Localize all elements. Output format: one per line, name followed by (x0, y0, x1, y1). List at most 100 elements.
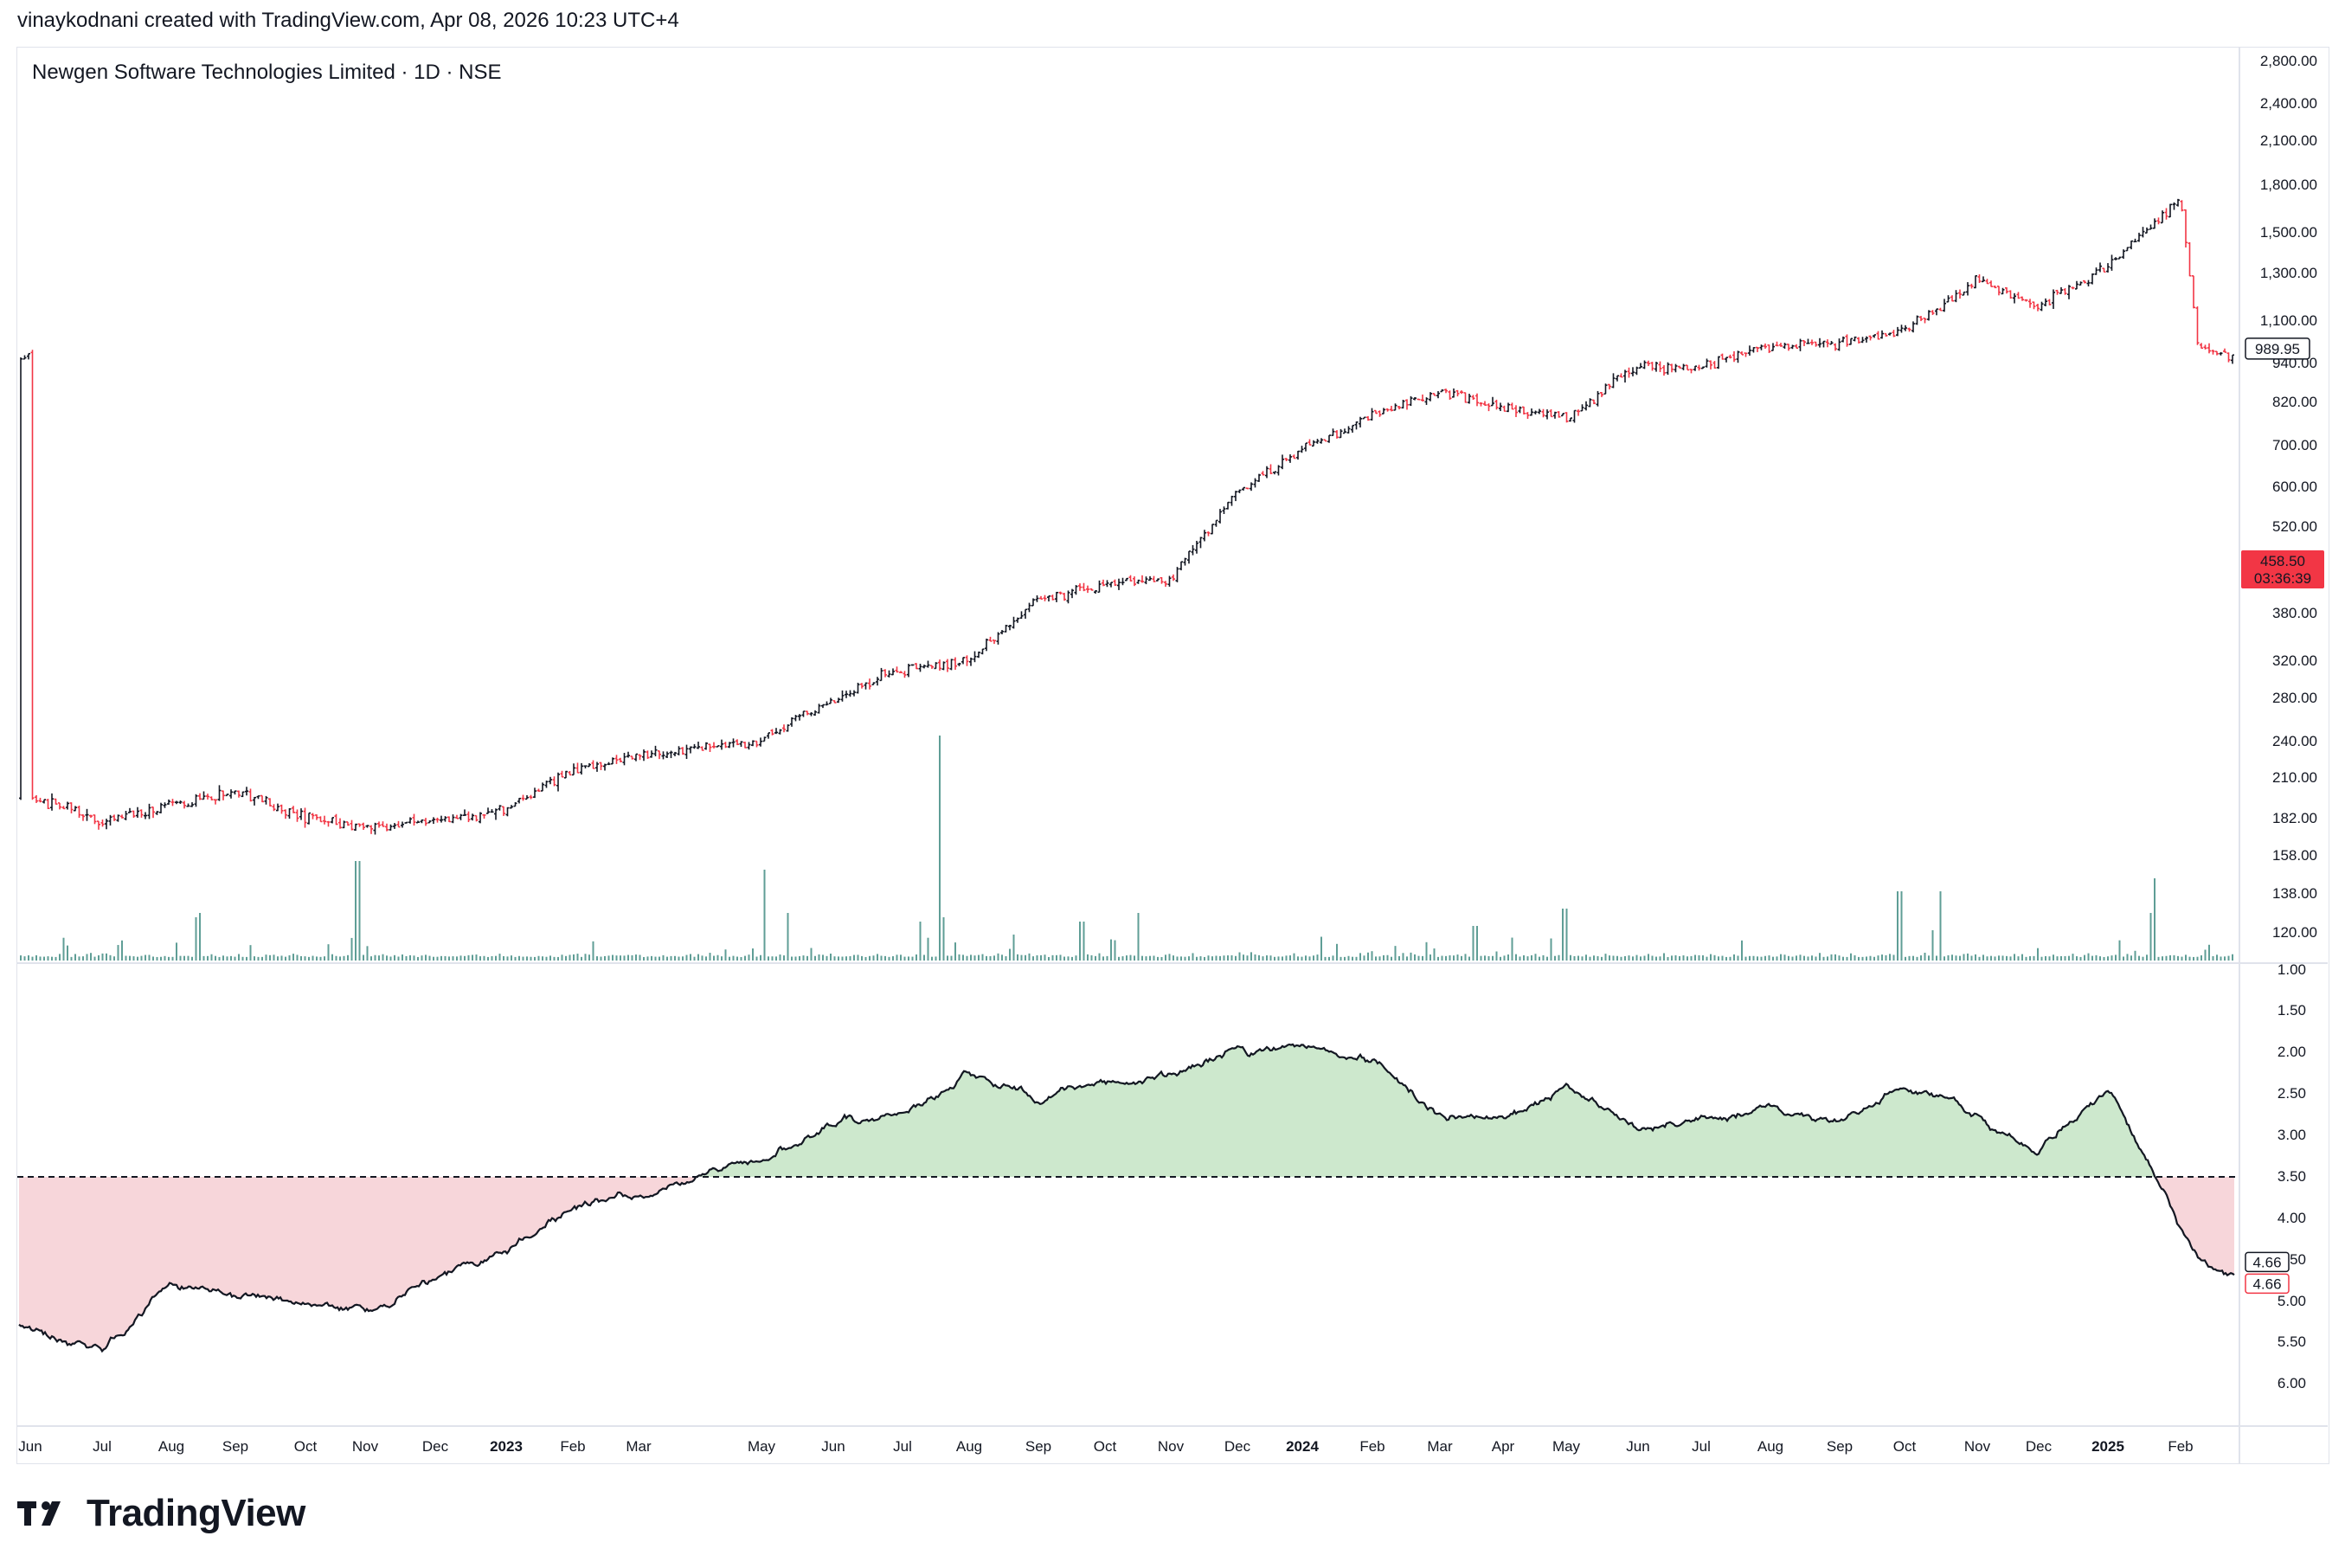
volume-bar (2134, 950, 2136, 961)
volume-bar (1523, 954, 1525, 961)
volume-bar (269, 954, 271, 961)
volume-bar (666, 956, 668, 961)
volume-bar (2029, 955, 2031, 961)
time-axis-label: Aug (158, 1438, 184, 1455)
volume-bar (1609, 955, 1610, 961)
volume-bar (849, 955, 851, 961)
volume-bar (152, 956, 154, 961)
volume-bar (2033, 955, 2035, 961)
volume-bar (1897, 891, 1898, 961)
volume-bar (721, 956, 723, 961)
volume-bar (1951, 954, 1953, 961)
volume-bar (1975, 954, 1976, 961)
volume-bar (292, 954, 294, 961)
volume-bar (1869, 955, 1872, 961)
tradingview-logo[interactable]: TradingView (17, 1492, 305, 1535)
volume-bar (588, 954, 590, 961)
volume-bar (1698, 954, 1700, 961)
volume-bar (1336, 943, 1338, 961)
volume-bar (806, 955, 808, 961)
volume-bar (273, 954, 275, 961)
volume-bar (1461, 955, 1462, 961)
volume-bar (2196, 956, 2199, 961)
volume-bar (1243, 954, 1244, 961)
volume-bar (1920, 955, 1922, 961)
volume-bar (506, 956, 509, 961)
volume-bar (277, 956, 279, 961)
volume-bar (1624, 956, 1626, 961)
volume-bar (35, 954, 37, 961)
volume-bar (129, 955, 131, 961)
time-axis-label: Nov (352, 1438, 379, 1455)
volume-bar (2123, 956, 2124, 961)
volume-bar (199, 913, 201, 961)
time-axis-label: Jul (893, 1438, 912, 1455)
volume-bar (1188, 956, 1190, 961)
volume-bar (1172, 955, 1174, 961)
time-axis-label: Sep (222, 1438, 248, 1455)
volume-bar (479, 956, 481, 961)
volume-bar (659, 956, 660, 961)
volume-bar (1799, 954, 1802, 961)
volume-bar (1153, 955, 1155, 961)
volume-bar (1655, 956, 1657, 961)
volume-bar (109, 954, 112, 961)
volume-bar (1768, 955, 1770, 961)
volume-bar (973, 955, 976, 961)
volume-bar (1472, 926, 1474, 961)
volume-bar (339, 956, 341, 961)
volume-bar (93, 956, 96, 961)
volume-bar (456, 956, 458, 961)
volume-bar (958, 954, 960, 961)
volume-bar (1383, 954, 1385, 961)
volume-bar (927, 937, 929, 961)
volume-bar (763, 870, 766, 961)
volume-bar (467, 954, 470, 961)
volume-bar (164, 955, 166, 961)
volume-bar (1386, 954, 1389, 961)
volume-bar (1500, 956, 1501, 961)
volume-bar (370, 956, 372, 961)
volume-bar (2216, 954, 2218, 961)
volume-bar (1001, 954, 1003, 961)
time-axis-label: Mar (626, 1438, 652, 1455)
volume-bar (230, 955, 232, 961)
volume-bar (888, 956, 890, 961)
volume-bar (627, 954, 629, 961)
volume-bar (1827, 956, 1828, 961)
volume-bar (1184, 956, 1186, 961)
volume-bar (947, 955, 948, 961)
volume-bar (2072, 954, 2074, 961)
volume-bar (413, 955, 415, 961)
volume-bar (1269, 955, 1272, 961)
volume-bar (2177, 955, 2179, 961)
volume-bar (869, 955, 871, 961)
volume-bar (1199, 956, 1202, 961)
volume-bar (308, 956, 310, 961)
volume-bar (997, 953, 999, 961)
volume-bar (760, 954, 761, 961)
volume-bar (1141, 955, 1143, 961)
volume-bar (716, 954, 719, 961)
volume-bar (1316, 954, 1319, 961)
volume-bar (1686, 956, 1688, 961)
volume-bar (1266, 955, 1268, 961)
volume-bar (1075, 955, 1077, 961)
time-axis-label: May (1552, 1438, 1581, 1455)
volume-bar (222, 955, 224, 961)
volume-bar (2037, 948, 2039, 961)
volume-bar (537, 955, 540, 961)
volume-bar (939, 736, 941, 961)
volume-bar (581, 956, 582, 961)
volume-bar (1017, 954, 1018, 961)
volume-bar (1215, 955, 1217, 961)
chart-caption: vinaykodnani created with TradingView.co… (17, 9, 679, 32)
volume-bar (1783, 954, 1786, 961)
volume-bar (86, 954, 88, 961)
volume-bar (1375, 956, 1377, 961)
volume-bar (39, 956, 42, 961)
time-axis-label: Jun (1626, 1438, 1649, 1455)
volume-bar (1363, 955, 1365, 961)
volume-bar (1838, 955, 1841, 961)
